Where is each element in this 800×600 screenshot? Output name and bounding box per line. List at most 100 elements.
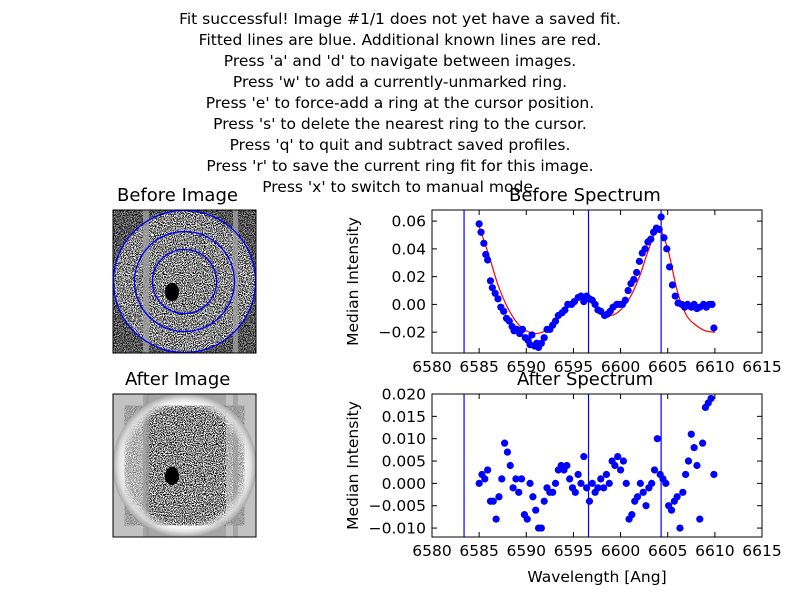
data-point (707, 394, 715, 403)
data-point (676, 524, 684, 532)
data-point (477, 228, 485, 236)
data-point (666, 263, 674, 271)
x-tick-label: 6605 (648, 542, 687, 560)
before-image-title: Before Image (117, 185, 238, 206)
data-point (682, 470, 690, 479)
y-axis-label: Median Intensity (344, 217, 362, 346)
y-tick-label: 0.020 (382, 386, 426, 404)
y-tick-label: 0.015 (382, 408, 426, 426)
data-point (671, 292, 679, 300)
data-point (647, 235, 655, 243)
after-spectrum-title: After Spectrum (517, 369, 654, 390)
data-point (529, 493, 537, 501)
y-tick-label: 0.00 (391, 296, 426, 314)
y-tick-label: −0.010 (369, 520, 426, 538)
x-tick-label: 6585 (459, 358, 498, 376)
plot-area (463, 210, 718, 353)
data-point (673, 493, 681, 501)
data-point (663, 245, 671, 253)
data-point (563, 461, 571, 470)
data-point (662, 479, 670, 487)
data-point (660, 234, 668, 242)
data-point (633, 493, 642, 501)
y-tick-label: 0.005 (382, 453, 426, 471)
data-point (517, 475, 526, 483)
data-point (551, 317, 560, 325)
data-point (641, 245, 649, 253)
data-point (642, 502, 650, 510)
data-point (484, 256, 492, 264)
data-point (574, 470, 582, 479)
x-tick-label: 6600 (601, 358, 640, 376)
data-point (696, 515, 704, 523)
fitted-ring-inner (151, 248, 218, 315)
data-point (577, 292, 585, 300)
data-point (611, 461, 619, 470)
x-tick-label: 6580 (412, 358, 451, 376)
data-point (684, 457, 693, 465)
data-point (616, 466, 625, 474)
x-tick-label: 6605 (648, 358, 687, 376)
y-tick-label: 0.06 (391, 213, 426, 231)
data-point (484, 466, 492, 474)
data-point (475, 220, 483, 228)
plot-area (463, 394, 718, 537)
fitted-ring-middle (133, 230, 236, 333)
y-tick-label: 0.010 (382, 430, 426, 448)
data-point (583, 484, 591, 492)
x-tick-label: 6610 (695, 542, 734, 560)
data-point (482, 250, 490, 259)
y-axis-label: Median Intensity (344, 401, 362, 530)
data-point (624, 286, 632, 295)
data-point (503, 448, 512, 456)
data-point (491, 289, 499, 297)
data-point (690, 444, 698, 452)
data-point (580, 452, 588, 461)
data-point (622, 479, 630, 487)
data-point (636, 479, 644, 487)
data-point (500, 307, 508, 315)
data-point (523, 515, 531, 523)
y-tick-label: −0.005 (369, 497, 426, 515)
data-point (532, 506, 540, 514)
instruction-line: Fit successful! Image #1/1 does not yet … (179, 10, 621, 28)
instruction-line: Press 'r' to save the current ring fit f… (206, 157, 594, 175)
spectrum-plot-1: 6580 6585 6590 6595 6600 6605 6610 6615 −0.010 −0… (344, 386, 782, 587)
y-tick-label: 0.000 (382, 475, 426, 493)
instruction-line: Press 'q' to quit and subtract saved pro… (229, 136, 571, 154)
data-point (630, 275, 638, 284)
spectrum-plot-0: 6580 6585 6590 6595 6600 6605 6610 6615 −0.02 0.0… (344, 209, 782, 376)
data-point (540, 334, 548, 342)
data-point (655, 225, 663, 234)
instruction-line: Press 's' to delete the nearest ring to … (213, 115, 587, 133)
data-point (699, 439, 707, 447)
data-point (549, 488, 557, 496)
data-point (667, 506, 676, 514)
x-tick-label: 6610 (695, 358, 734, 376)
data-point (505, 317, 513, 325)
data-point (708, 300, 716, 309)
data-point (475, 479, 483, 487)
x-tick-label: 6615 (742, 358, 781, 376)
data-point (657, 213, 665, 221)
data-point (588, 479, 596, 487)
instruction-line: Fitted lines are blue. Additional known … (198, 31, 602, 49)
fit-curve (476, 220, 715, 335)
data-point (551, 479, 560, 487)
after-image (113, 394, 256, 537)
before-spectrum-title: Before Spectrum (509, 185, 661, 206)
data-point (619, 457, 628, 465)
y-tick-label: −0.02 (379, 324, 427, 342)
data-point (537, 524, 545, 532)
data-point (614, 452, 622, 461)
data-point (515, 488, 523, 496)
data-point (492, 515, 500, 523)
data-point (526, 479, 534, 487)
data-point (605, 479, 613, 487)
instruction-line: Press 'w' to add a currently-unmarked ri… (232, 73, 568, 91)
data-point (486, 277, 495, 285)
data-point (580, 298, 588, 306)
data-point (633, 268, 641, 277)
data-point (537, 339, 545, 347)
after-image-title: After Image (125, 369, 231, 390)
